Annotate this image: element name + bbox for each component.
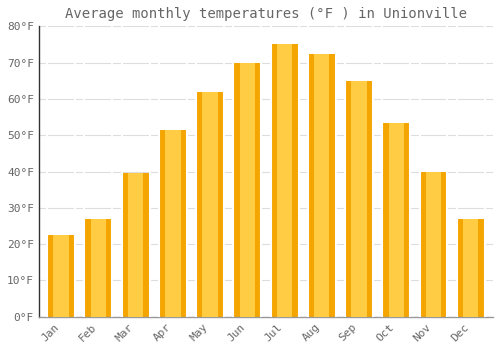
- Title: Average monthly temperatures (°F ) in Unionville: Average monthly temperatures (°F ) in Un…: [65, 7, 467, 21]
- Bar: [47, 235, 75, 317]
- Bar: [84, 219, 112, 317]
- Bar: [122, 173, 150, 317]
- Bar: [388, 122, 404, 317]
- Bar: [352, 81, 366, 317]
- Bar: [196, 92, 224, 317]
- Bar: [426, 172, 441, 317]
- Bar: [159, 130, 187, 317]
- Bar: [90, 219, 106, 317]
- Bar: [314, 54, 330, 317]
- Bar: [165, 130, 180, 317]
- Bar: [128, 173, 144, 317]
- Bar: [270, 44, 298, 317]
- Bar: [277, 44, 292, 317]
- Bar: [308, 54, 336, 317]
- Bar: [234, 63, 262, 317]
- Bar: [457, 219, 484, 317]
- Bar: [382, 122, 410, 317]
- Bar: [240, 63, 255, 317]
- Bar: [463, 219, 478, 317]
- Bar: [54, 235, 69, 317]
- Bar: [420, 172, 448, 317]
- Bar: [345, 81, 373, 317]
- Bar: [202, 92, 218, 317]
